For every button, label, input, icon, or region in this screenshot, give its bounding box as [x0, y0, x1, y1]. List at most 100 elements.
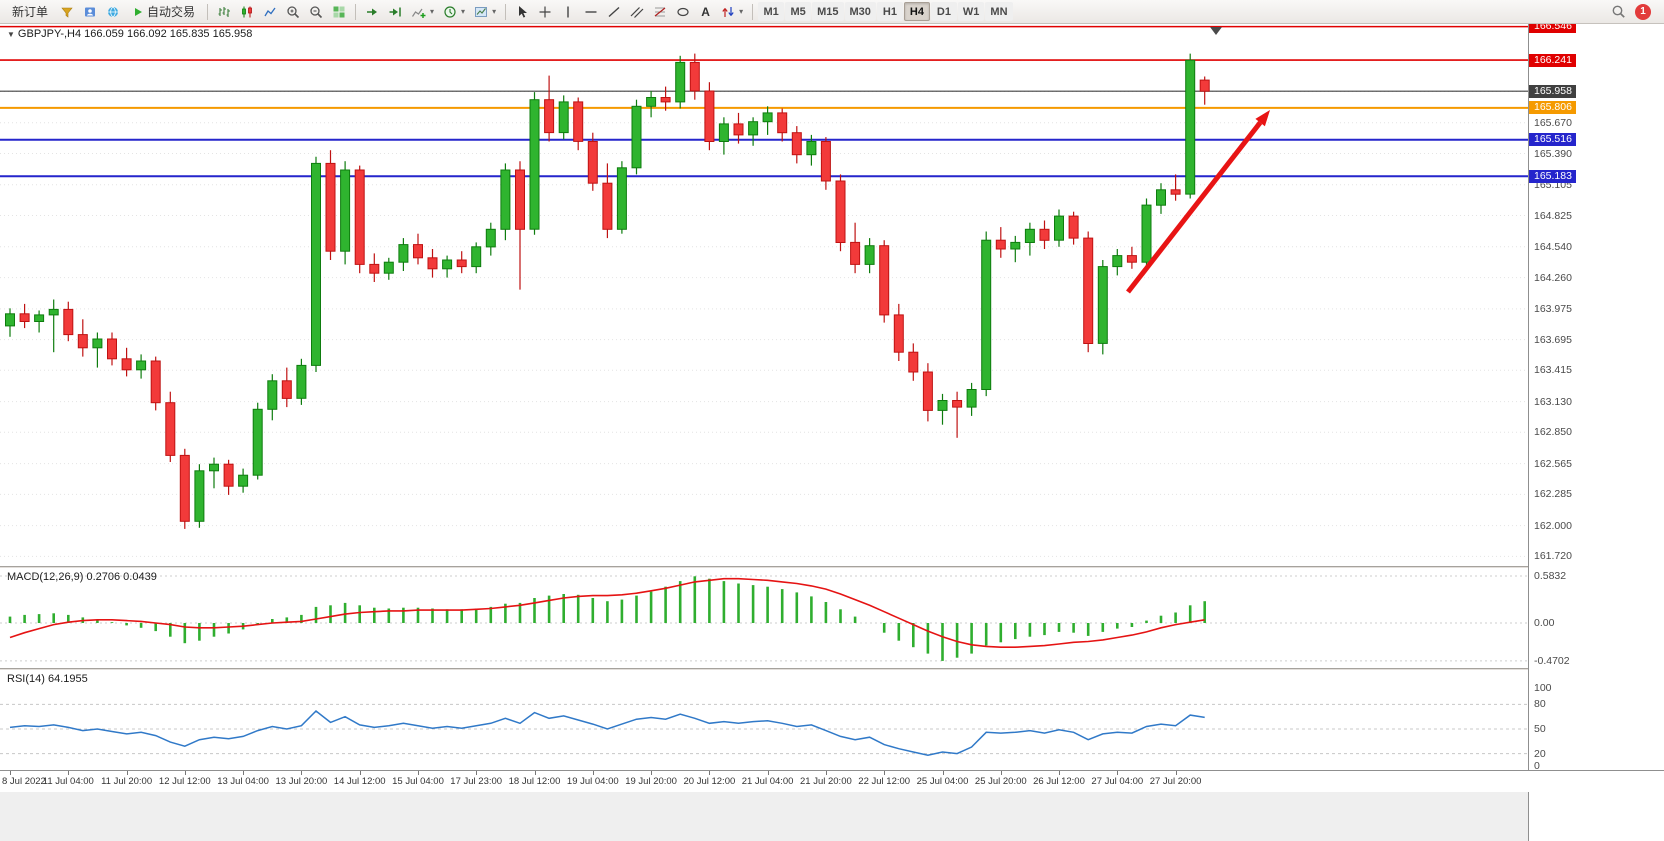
panel-splitter[interactable] — [0, 566, 1664, 568]
timeframe-m30[interactable]: M30 — [844, 2, 876, 21]
algo-trading-button[interactable]: 自动交易 — [125, 2, 202, 22]
time-tick — [1175, 771, 1177, 775]
periods-button[interactable]: ▾ — [439, 2, 469, 22]
macd-axis-tick: 0.5832 — [1534, 569, 1567, 582]
macd-label: MACD(12,26,9) 0.2706 0.0439 — [7, 571, 157, 583]
dropdown-caret-icon: ▾ — [461, 7, 466, 16]
price-axis-column[interactable]: 165.670 165.390 165.105 164.825 164.540 164.2… — [1528, 24, 1664, 841]
price-level-badge: 166.546 — [1529, 24, 1576, 34]
toolbar-separator — [752, 3, 754, 20]
horizontal-line-button[interactable] — [580, 2, 602, 22]
timeframe-d1[interactable]: D1 — [930, 2, 957, 21]
time-axis[interactable]: 8 Jul 2022 11 Jul 04:00 11 Jul 20:00 12 Jul… — [0, 770, 1664, 792]
arrows-tool-icon — [722, 6, 734, 17]
contacts-icon — [85, 7, 96, 16]
contacts-button[interactable] — [79, 2, 101, 22]
channel-button[interactable] — [626, 2, 648, 22]
templates-button[interactable]: ▾ — [470, 2, 500, 22]
time-label: 13 Jul 04:00 — [217, 776, 269, 787]
rsi-axis-tick: 80 — [1534, 698, 1546, 711]
dropdown-caret-icon: ▾ — [492, 7, 497, 16]
price-level-badge: 165.958 — [1529, 84, 1576, 98]
cursor-button[interactable] — [511, 2, 533, 22]
bar-chart-button[interactable] — [213, 2, 235, 22]
zoom-out-button[interactable] — [305, 2, 327, 22]
price-level-badge: 165.806 — [1529, 101, 1576, 115]
price-tick: 165.390 — [1534, 147, 1572, 160]
timeframe-group: M1 M5 M15 M30 H1 H4 D1 W1 MN — [758, 2, 1013, 21]
macd-chart[interactable] — [0, 568, 1528, 668]
ohlc-bars-icon — [218, 6, 231, 17]
time-tick — [1117, 771, 1119, 775]
community-button[interactable] — [102, 2, 124, 22]
time-label: 27 Jul 20:00 — [1149, 776, 1202, 787]
time-label: 18 Jul 12:00 — [508, 776, 561, 787]
time-tick — [126, 771, 128, 775]
time-tick — [651, 771, 653, 775]
time-label: 14 Jul 12:00 — [333, 776, 386, 787]
chart-shift-button[interactable] — [384, 2, 406, 22]
timeframe-h1[interactable]: H1 — [876, 2, 903, 21]
price-level-badge: 166.241 — [1529, 53, 1576, 67]
price-tick: 163.415 — [1534, 364, 1572, 377]
time-tick — [1000, 771, 1002, 775]
fibonacci-button[interactable] — [649, 2, 671, 22]
line-chart-button[interactable] — [259, 2, 281, 22]
time-tick — [592, 771, 594, 775]
timeframe-h4[interactable]: H4 — [903, 2, 930, 21]
algo-trading-label: 自动交易 — [147, 5, 196, 19]
time-label: 15 Jul 04:00 — [392, 776, 444, 787]
candlestick-chart-button[interactable] — [236, 2, 258, 22]
new-order-button[interactable]: 新订单 — [5, 2, 55, 22]
auto-scroll-icon — [367, 8, 378, 15]
time-tick — [884, 771, 886, 775]
timeframe-m1[interactable]: M1 — [758, 2, 785, 21]
trendline-button[interactable] — [603, 2, 625, 22]
trendline-icon — [608, 6, 620, 17]
time-label: 13 Jul 20:00 — [275, 776, 328, 787]
toolbar-separator — [207, 3, 209, 20]
notification-badge[interactable]: 1 — [1635, 3, 1651, 20]
timeframe-w1[interactable]: W1 — [957, 2, 985, 21]
time-tick — [10, 771, 11, 775]
horizontal-line-icon — [585, 10, 597, 13]
rsi-chart[interactable] — [0, 670, 1528, 770]
macd-axis-tick: 0.00 — [1534, 617, 1555, 629]
timeframe-m5[interactable]: M5 — [785, 2, 812, 21]
price-tick: 162.850 — [1534, 426, 1572, 439]
time-label: 12 Jul 12:00 — [158, 776, 211, 787]
time-label: 20 Jul 12:00 — [683, 776, 736, 787]
timeframe-mn[interactable]: MN — [985, 2, 1013, 21]
indicators-button[interactable]: ▾ — [407, 2, 438, 22]
time-label: 8 Jul 2022 — [2, 776, 46, 787]
dropdown-caret-icon: ▾ — [430, 7, 435, 16]
chart-template-icon — [475, 6, 488, 17]
macd-axis-tick: -0.4702 — [1534, 654, 1570, 667]
tile-windows-button[interactable] — [328, 2, 350, 22]
time-tick — [476, 771, 478, 775]
globe-icon — [108, 6, 119, 17]
shapes-button[interactable] — [672, 2, 694, 22]
chart-shift-icon — [389, 7, 401, 16]
vertical-line-button[interactable] — [557, 2, 579, 22]
price-tick: 163.695 — [1534, 333, 1572, 346]
price-tick: 165.670 — [1534, 116, 1572, 129]
timeframe-m15[interactable]: M15 — [812, 2, 844, 21]
price-tick: 162.285 — [1534, 488, 1572, 501]
search-button[interactable] — [1607, 2, 1630, 22]
arrows-tool-button[interactable]: ▾ — [717, 2, 747, 22]
auto-scroll-button[interactable] — [361, 2, 383, 22]
chart-menu-triangle-icon[interactable]: ▼ — [7, 30, 15, 39]
price-level-badge: 165.183 — [1529, 169, 1576, 183]
text-tool-icon: A — [701, 4, 710, 19]
time-label: 25 Jul 20:00 — [974, 776, 1027, 787]
ellipse-shape-icon — [677, 7, 689, 16]
price-level-badge: 165.516 — [1529, 133, 1576, 147]
time-tick — [301, 771, 303, 775]
panel-splitter[interactable] — [0, 668, 1664, 670]
price-chart[interactable] — [0, 24, 1528, 566]
zoom-in-button[interactable] — [282, 2, 304, 22]
crosshair-button[interactable] — [534, 2, 556, 22]
text-tool-button[interactable]: A — [695, 2, 716, 22]
market-depth-button[interactable] — [56, 2, 78, 22]
